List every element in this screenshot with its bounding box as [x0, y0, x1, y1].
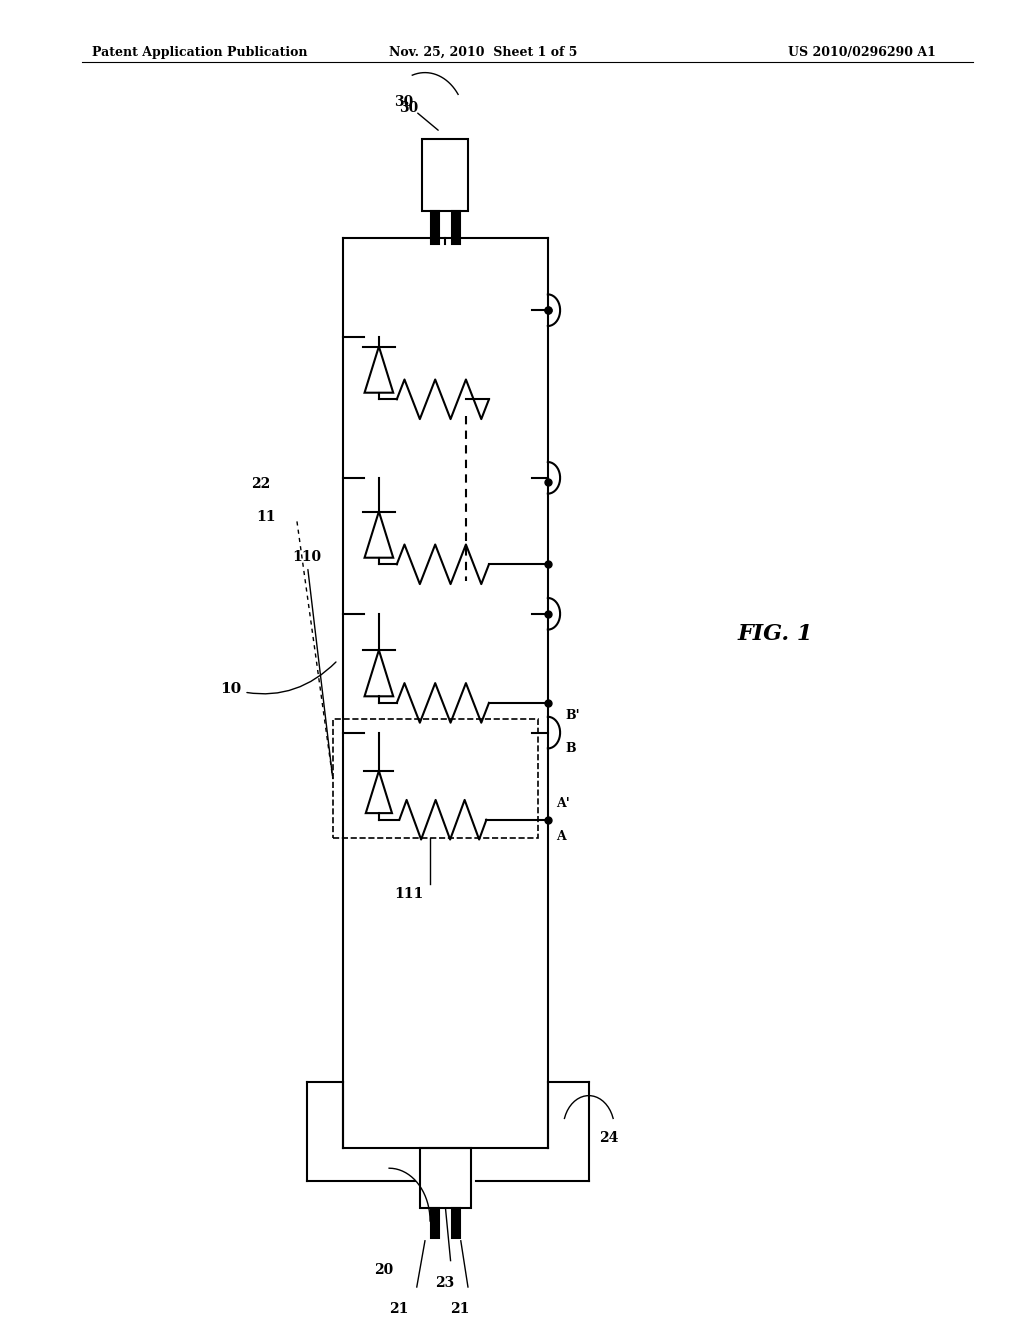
- Text: A': A': [556, 796, 569, 809]
- Text: 22: 22: [251, 478, 270, 491]
- Text: FIG. 1: FIG. 1: [737, 623, 813, 644]
- Text: 24: 24: [599, 1131, 618, 1144]
- Text: B': B': [565, 709, 580, 722]
- Text: B: B: [565, 742, 575, 755]
- Text: 30: 30: [399, 102, 419, 115]
- Text: 110: 110: [292, 550, 333, 776]
- Bar: [431, 1208, 439, 1238]
- Text: US 2010/0296290 A1: US 2010/0296290 A1: [788, 46, 936, 59]
- Bar: [431, 211, 439, 244]
- Bar: [452, 211, 460, 244]
- Text: 21: 21: [451, 1303, 470, 1316]
- Text: 21: 21: [389, 1303, 409, 1316]
- Text: 10: 10: [220, 663, 336, 696]
- Bar: [420, 1148, 471, 1208]
- Bar: [333, 719, 538, 838]
- Text: A: A: [556, 829, 566, 842]
- Text: 11: 11: [256, 511, 275, 524]
- Text: 20: 20: [374, 1263, 393, 1276]
- Bar: [422, 139, 468, 211]
- Text: 111: 111: [394, 887, 424, 900]
- Text: Nov. 25, 2010  Sheet 1 of 5: Nov. 25, 2010 Sheet 1 of 5: [389, 46, 578, 59]
- Bar: [452, 1208, 460, 1238]
- Text: 30: 30: [394, 95, 438, 131]
- Text: 23: 23: [435, 1276, 455, 1290]
- Text: Patent Application Publication: Patent Application Publication: [92, 46, 307, 59]
